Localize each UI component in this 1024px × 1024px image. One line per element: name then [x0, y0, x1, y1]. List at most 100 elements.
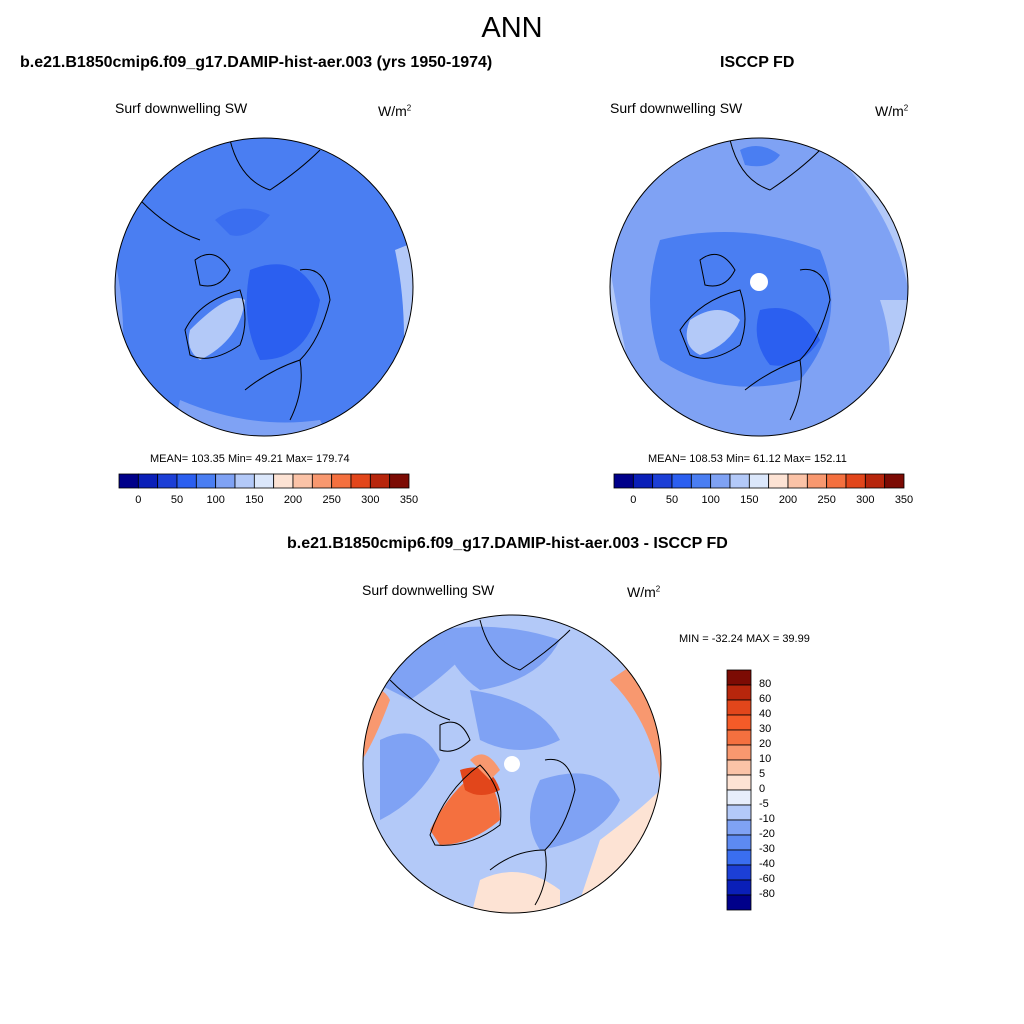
diff-colorbar-box: [726, 699, 752, 716]
model-colorbar-box: [176, 473, 197, 489]
diff-colorbar-tick-label: -40: [759, 858, 775, 870]
obs-stats: MEAN= 108.53 Min= 61.12 Max= 152.11: [648, 453, 847, 465]
obs-colorbar-tick-label: 250: [817, 494, 836, 506]
diff-colorbar-tick-label: 80: [759, 678, 772, 690]
obs-colorbar-tick-label: 100: [701, 494, 720, 506]
obs-units-label: W/m2: [875, 103, 909, 119]
model-stats: MEAN= 103.35 Min= 49.21 Max= 179.74: [150, 453, 350, 465]
season-title: ANN: [481, 12, 543, 44]
obs-colorbar-box: [748, 473, 770, 489]
model-colorbar-tick-label: 250: [322, 494, 341, 506]
obs-colorbar-box: [690, 473, 712, 489]
diff-colorbar-tick-label: -10: [759, 813, 775, 825]
obs-polar-map: [609, 137, 909, 437]
diff-colorbar-box: [726, 819, 752, 836]
diff-colorbar-box: [726, 864, 752, 881]
model-colorbar-box: [389, 473, 410, 489]
diff-colorbar-tick-label: 0: [759, 783, 766, 795]
model-colorbar-tick-label: 0: [135, 494, 142, 506]
obs-colorbar-box: [613, 473, 634, 489]
diff-colorbar-tick-label: -80: [759, 888, 775, 900]
model-colorbar-tick-label: 150: [245, 494, 264, 506]
obs-colorbar-box: [845, 473, 866, 489]
diff-colorbar-tick-label: 60: [759, 693, 772, 705]
diff-stats: MIN = -32.24 MAX = 39.99: [679, 633, 810, 645]
model-colorbar-box: [369, 473, 391, 489]
diff-colorbar-box: [726, 669, 752, 686]
diff-colorbar-box: [726, 804, 752, 821]
diff-colorbar-tick-label: -60: [759, 873, 775, 885]
diff-colorbar-box: [726, 894, 752, 911]
model-variable-label: Surf downwelling SW: [115, 100, 248, 116]
diff-variable-label: Surf downwelling SW: [362, 582, 495, 598]
obs-colorbar-box: [768, 473, 789, 489]
obs-colorbar-box: [864, 473, 886, 489]
model-colorbar-box: [253, 473, 275, 489]
diff-pole-hole: [504, 756, 520, 772]
model-colorbar-tick-label: 100: [206, 494, 225, 506]
obs-colorbar-box: [729, 473, 750, 489]
diff-panel-title: b.e21.B1850cmip6.f09_g17.DAMIP-hist-aer.…: [287, 535, 728, 552]
obs-colorbar-tick-label: 0: [630, 494, 637, 506]
model-colorbar: [118, 473, 410, 489]
model-colorbar-box: [137, 473, 159, 489]
diff-colorbar-tick-label: 5: [759, 768, 766, 780]
model-colorbar-box: [350, 473, 371, 489]
diff-colorbar-box: [726, 729, 752, 746]
diff-colorbar-box: [726, 759, 752, 776]
diff-polar-map: [362, 614, 662, 914]
obs-variable-label: Surf downwelling SW: [610, 100, 743, 116]
model-colorbar-box: [234, 473, 255, 489]
model-colorbar-tick-label: 50: [170, 494, 184, 506]
model-colorbar-box: [118, 473, 139, 489]
diff-colorbar-tick-label: 20: [759, 738, 772, 750]
diff-map-border: [362, 614, 662, 914]
diff-colorbar-box: [726, 774, 752, 791]
obs-colorbar-box: [826, 473, 847, 489]
model-colorbar-box: [157, 473, 178, 489]
obs-panel-title: ISCCP FD: [720, 54, 795, 71]
obs-colorbar-box: [671, 473, 692, 489]
obs-colorbar-box: [652, 473, 673, 489]
diff-colorbar-box: [726, 879, 752, 896]
obs-colorbar: [613, 473, 905, 489]
obs-colorbar-box: [632, 473, 654, 489]
model-map-border: [114, 137, 414, 437]
obs-colorbar-box: [806, 473, 828, 489]
diff-colorbar-box: [726, 789, 752, 806]
model-colorbar-box: [215, 473, 236, 489]
model-polar-map: [114, 137, 414, 437]
model-colorbar-tick-label: 300: [361, 494, 380, 506]
obs-colorbar-box: [787, 473, 808, 489]
model-colorbar-box: [195, 473, 217, 489]
diff-colorbar-tick-label: -5: [759, 798, 769, 810]
diff-units-label: W/m2: [627, 584, 661, 600]
diff-colorbar-box: [726, 714, 752, 731]
diff-colorbar-box: [726, 684, 752, 701]
diff-colorbar: [726, 669, 752, 911]
obs-colorbar-tick-label: 350: [894, 494, 914, 506]
model-colorbar-tick-label: 350: [399, 494, 419, 506]
obs-colorbar-box: [710, 473, 731, 489]
model-colorbar-box: [331, 473, 352, 489]
model-panel-title: b.e21.B1850cmip6.f09_g17.DAMIP-hist-aer.…: [20, 54, 493, 71]
diff-colorbar-tick-label: 10: [759, 753, 772, 765]
obs-map-border: [609, 137, 909, 437]
diff-colorbar-box: [726, 744, 752, 761]
obs-colorbar-tick-label: 150: [740, 494, 759, 506]
obs-pole-hole: [750, 273, 768, 291]
diff-colorbar-box: [726, 834, 752, 851]
model-colorbar-box: [311, 473, 333, 489]
model-colorbar-tick-label: 200: [283, 494, 303, 506]
obs-colorbar-tick-label: 300: [856, 494, 875, 506]
model-colorbar-box: [273, 473, 294, 489]
model-colorbar-box: [292, 473, 313, 489]
model-units-label: W/m2: [378, 103, 412, 119]
diff-colorbar-box: [726, 849, 752, 866]
obs-colorbar-tick-label: 200: [778, 494, 798, 506]
diff-colorbar-tick-label: 40: [759, 708, 772, 720]
diff-colorbar-tick-label: -30: [759, 843, 775, 855]
obs-colorbar-box: [884, 473, 905, 489]
diff-colorbar-tick-label: -20: [759, 828, 775, 840]
